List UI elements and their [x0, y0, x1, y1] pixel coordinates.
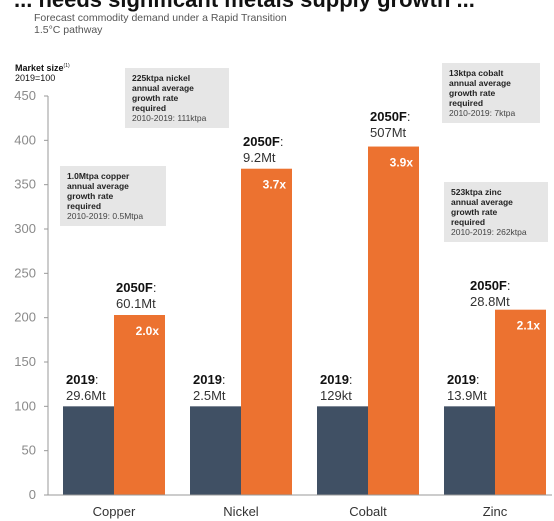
x-category-label: Zinc — [483, 504, 508, 519]
bar-2050f-cobalt — [368, 146, 419, 496]
forecast-label-copper: 2050F: 60.1Mt — [116, 280, 157, 311]
y-tick-label: 0 — [29, 487, 36, 502]
x-category-label: Copper — [93, 504, 136, 519]
y-axis-label: Market size(1) 2019=100 — [15, 61, 70, 83]
bar-2019-zinc — [444, 406, 495, 495]
annotation-cobalt-line3: growth rate — [449, 88, 496, 98]
bar-2050f-nickel — [241, 168, 292, 495]
y-tick-label: 50 — [22, 443, 36, 458]
forecast-year-cobalt: 2050F — [370, 109, 407, 124]
base-label-cobalt: 2019: 129kt — [320, 372, 353, 403]
y-tick-label: 150 — [14, 354, 36, 369]
base-year-cobalt: 2019 — [320, 372, 349, 387]
forecast-year-zinc: 2050F — [470, 278, 507, 293]
base-year-zinc: 2019 — [447, 372, 476, 387]
base-value-zinc: 13.9Mt — [447, 388, 487, 403]
forecast-value-nickel: 9.2Mt — [243, 150, 276, 165]
annotation-zinc-line4: required — [451, 217, 486, 227]
base-value-cobalt: 129kt — [320, 388, 352, 403]
annotation-copper-line1: 1.0Mtpa copper — [67, 171, 130, 181]
annotation-nickel-sub: 2010-2019: 111ktpa — [132, 113, 207, 123]
annotation-zinc: 523ktpa zinc annual average growth rate … — [444, 182, 548, 242]
annotation-cobalt-line4: required — [449, 98, 484, 108]
multiplier-label: 3.7x — [263, 178, 287, 192]
annotation-cobalt: 13ktpa cobalt annual average growth rate… — [442, 63, 540, 123]
annotation-cobalt-sub: 2010-2019: 7ktpa — [449, 108, 516, 118]
base-label-nickel: 2019: 2.5Mt — [193, 372, 226, 403]
forecast-value-copper: 60.1Mt — [116, 296, 156, 311]
y-tick-label: 100 — [14, 398, 36, 413]
annotation-nickel: 225ktpa nickel annual average growth rat… — [125, 68, 229, 128]
annotation-cobalt-line1: 13ktpa cobalt — [449, 68, 504, 78]
annotation-zinc-line3: growth rate — [451, 207, 498, 217]
y-tick-label: 200 — [14, 310, 36, 325]
annotation-zinc-line1: 523ktpa zinc — [451, 187, 502, 197]
multiplier-label: 3.9x — [390, 156, 414, 170]
multiplier-label: 2.0x — [136, 324, 160, 338]
y-tick-label: 350 — [14, 177, 36, 192]
y-tick-label: 450 — [14, 88, 36, 103]
base-label-copper: 2019: 29.6Mt — [66, 372, 106, 403]
base-value-nickel: 2.5Mt — [193, 388, 226, 403]
bar-2050f-copper — [114, 315, 165, 495]
forecast-label-cobalt: 2050F: 507Mt — [370, 109, 411, 140]
y-tick-label: 400 — [14, 132, 36, 147]
bar-2019-cobalt — [317, 406, 368, 495]
forecast-year-copper: 2050F — [116, 280, 153, 295]
annotation-cobalt-line2: annual average — [449, 78, 511, 88]
y-axis-subtitle: 2019=100 — [15, 73, 56, 83]
base-value-copper: 29.6Mt — [66, 388, 106, 403]
forecast-label-zinc: 2050F: 28.8Mt — [470, 278, 511, 309]
y-tick-label: 250 — [14, 265, 36, 280]
annotation-nickel-line1: 225ktpa nickel — [132, 73, 191, 83]
y-tick-label: 300 — [14, 221, 36, 236]
y-axis-title: Market size — [15, 63, 64, 73]
multiplier-label: 2.1x — [517, 319, 541, 333]
base-label-zinc: 2019: 13.9Mt — [447, 372, 487, 403]
y-axis-footnote: (1) — [63, 63, 70, 69]
forecast-label-nickel: 2050F: 9.2Mt — [243, 134, 284, 165]
bar-2019-nickel — [190, 406, 241, 495]
annotation-copper-line4: required — [67, 201, 102, 211]
annotation-nickel-line3: growth rate — [132, 93, 179, 103]
base-year-nickel: 2019 — [193, 372, 222, 387]
chart-title: ... needs significant metals supply grow… — [14, 0, 475, 13]
bar-2050f-zinc — [495, 309, 546, 495]
chart-subtitle: Forecast commodity demand under a Rapid … — [34, 12, 287, 36]
annotation-zinc-sub: 2010-2019: 262ktpa — [451, 227, 527, 237]
annotation-copper-line2: annual average — [67, 181, 129, 191]
x-category-label: Cobalt — [349, 504, 387, 519]
annotation-copper: 1.0Mtpa copper annual average growth rat… — [60, 166, 166, 226]
forecast-value-zinc: 28.8Mt — [470, 294, 510, 309]
annotation-nickel-line4: required — [132, 103, 167, 113]
forecast-value-cobalt: 507Mt — [370, 125, 407, 140]
annotation-copper-sub: 2010-2019: 0.5Mtpa — [67, 211, 144, 221]
annotation-nickel-line2: annual average — [132, 83, 194, 93]
base-year-copper: 2019 — [66, 372, 95, 387]
forecast-year-nickel: 2050F — [243, 134, 280, 149]
bar-2019-copper — [63, 406, 114, 495]
x-category-label: Nickel — [223, 504, 259, 519]
annotation-zinc-line2: annual average — [451, 197, 513, 207]
annotation-copper-line3: growth rate — [67, 191, 114, 201]
